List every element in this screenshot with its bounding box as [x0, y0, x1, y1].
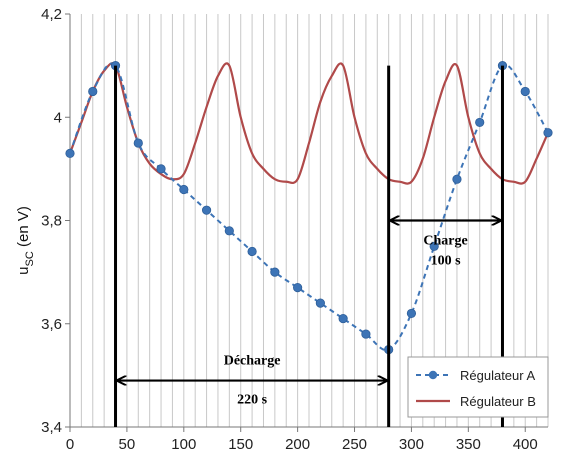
- series-point-regulateur-a: [88, 86, 98, 97]
- x-tick-label: 0: [66, 436, 74, 453]
- x-tick-label: 50: [119, 436, 136, 453]
- x-tick-label: 150: [228, 436, 253, 453]
- series-point-regulateur-a: [361, 329, 371, 339]
- legend-label-regulateur-a: Régulateur A: [460, 368, 535, 383]
- series-point-regulateur-a: [247, 246, 257, 257]
- series-point-regulateur-a: [315, 298, 325, 308]
- series-point-regulateur-a: [133, 138, 143, 148]
- series-point-regulateur-a: [270, 267, 280, 277]
- y-tick-label: 3,8: [41, 213, 62, 230]
- annotation-label-charge: Charge: [423, 234, 467, 249]
- legend-label-regulateur-b: Régulateur B: [460, 394, 536, 409]
- y-tick-label: 4,2: [41, 6, 62, 23]
- legend: Régulateur A Régulateur B: [407, 356, 549, 418]
- series-point-regulateur-a: [201, 205, 212, 215]
- y-tick-label: 4: [54, 109, 62, 126]
- x-tick-label: 200: [285, 436, 310, 453]
- x-tick-label: 100: [171, 436, 196, 453]
- series-point-regulateur-a: [543, 128, 553, 138]
- series-point-regulateur-a: [520, 86, 530, 97]
- legend-box: [407, 356, 549, 418]
- legend-marker-regulateur-a: [428, 370, 438, 380]
- series-point-regulateur-a: [156, 164, 166, 174]
- y-axis-label: uSC (en V): [15, 206, 36, 275]
- annotation-duration-charge: 100 s: [431, 254, 462, 269]
- annotations: Décharge 220 s Charge 100 s: [118, 221, 501, 408]
- series-line-regulateur-a: [69, 62, 549, 352]
- series-point-regulateur-a: [338, 313, 348, 324]
- series-point-regulateur-a: [179, 184, 189, 195]
- annotation-duration-decharge: 220 s: [237, 393, 268, 408]
- x-tick-label: 400: [513, 436, 538, 453]
- tick-labels: 3,4 3,6 3,8 4 4,2 0 50 100 150 200 250 300 350 400: [41, 6, 538, 453]
- series-point-regulateur-a: [406, 308, 417, 319]
- series-point-regulateur-a: [429, 241, 439, 251]
- annotation-label-decharge: Décharge: [224, 354, 281, 369]
- series-point-regulateur-a: [293, 283, 303, 293]
- series-lines: [65, 61, 553, 355]
- series-point-regulateur-a: [224, 226, 234, 236]
- x-tick-label: 250: [342, 436, 367, 453]
- x-tick-label: 350: [456, 436, 481, 453]
- y-tick-label: 3,6: [41, 316, 62, 333]
- y-tick-label: 3,4: [41, 419, 62, 436]
- x-tick-label: 300: [399, 436, 424, 453]
- series-line-regulateur-b: [68, 62, 550, 185]
- series-point-regulateur-a: [475, 117, 485, 128]
- series-point-regulateur-a: [65, 148, 75, 158]
- series-point-regulateur-a: [452, 174, 462, 184]
- y-axis-label-group: uSC (en V): [15, 206, 36, 275]
